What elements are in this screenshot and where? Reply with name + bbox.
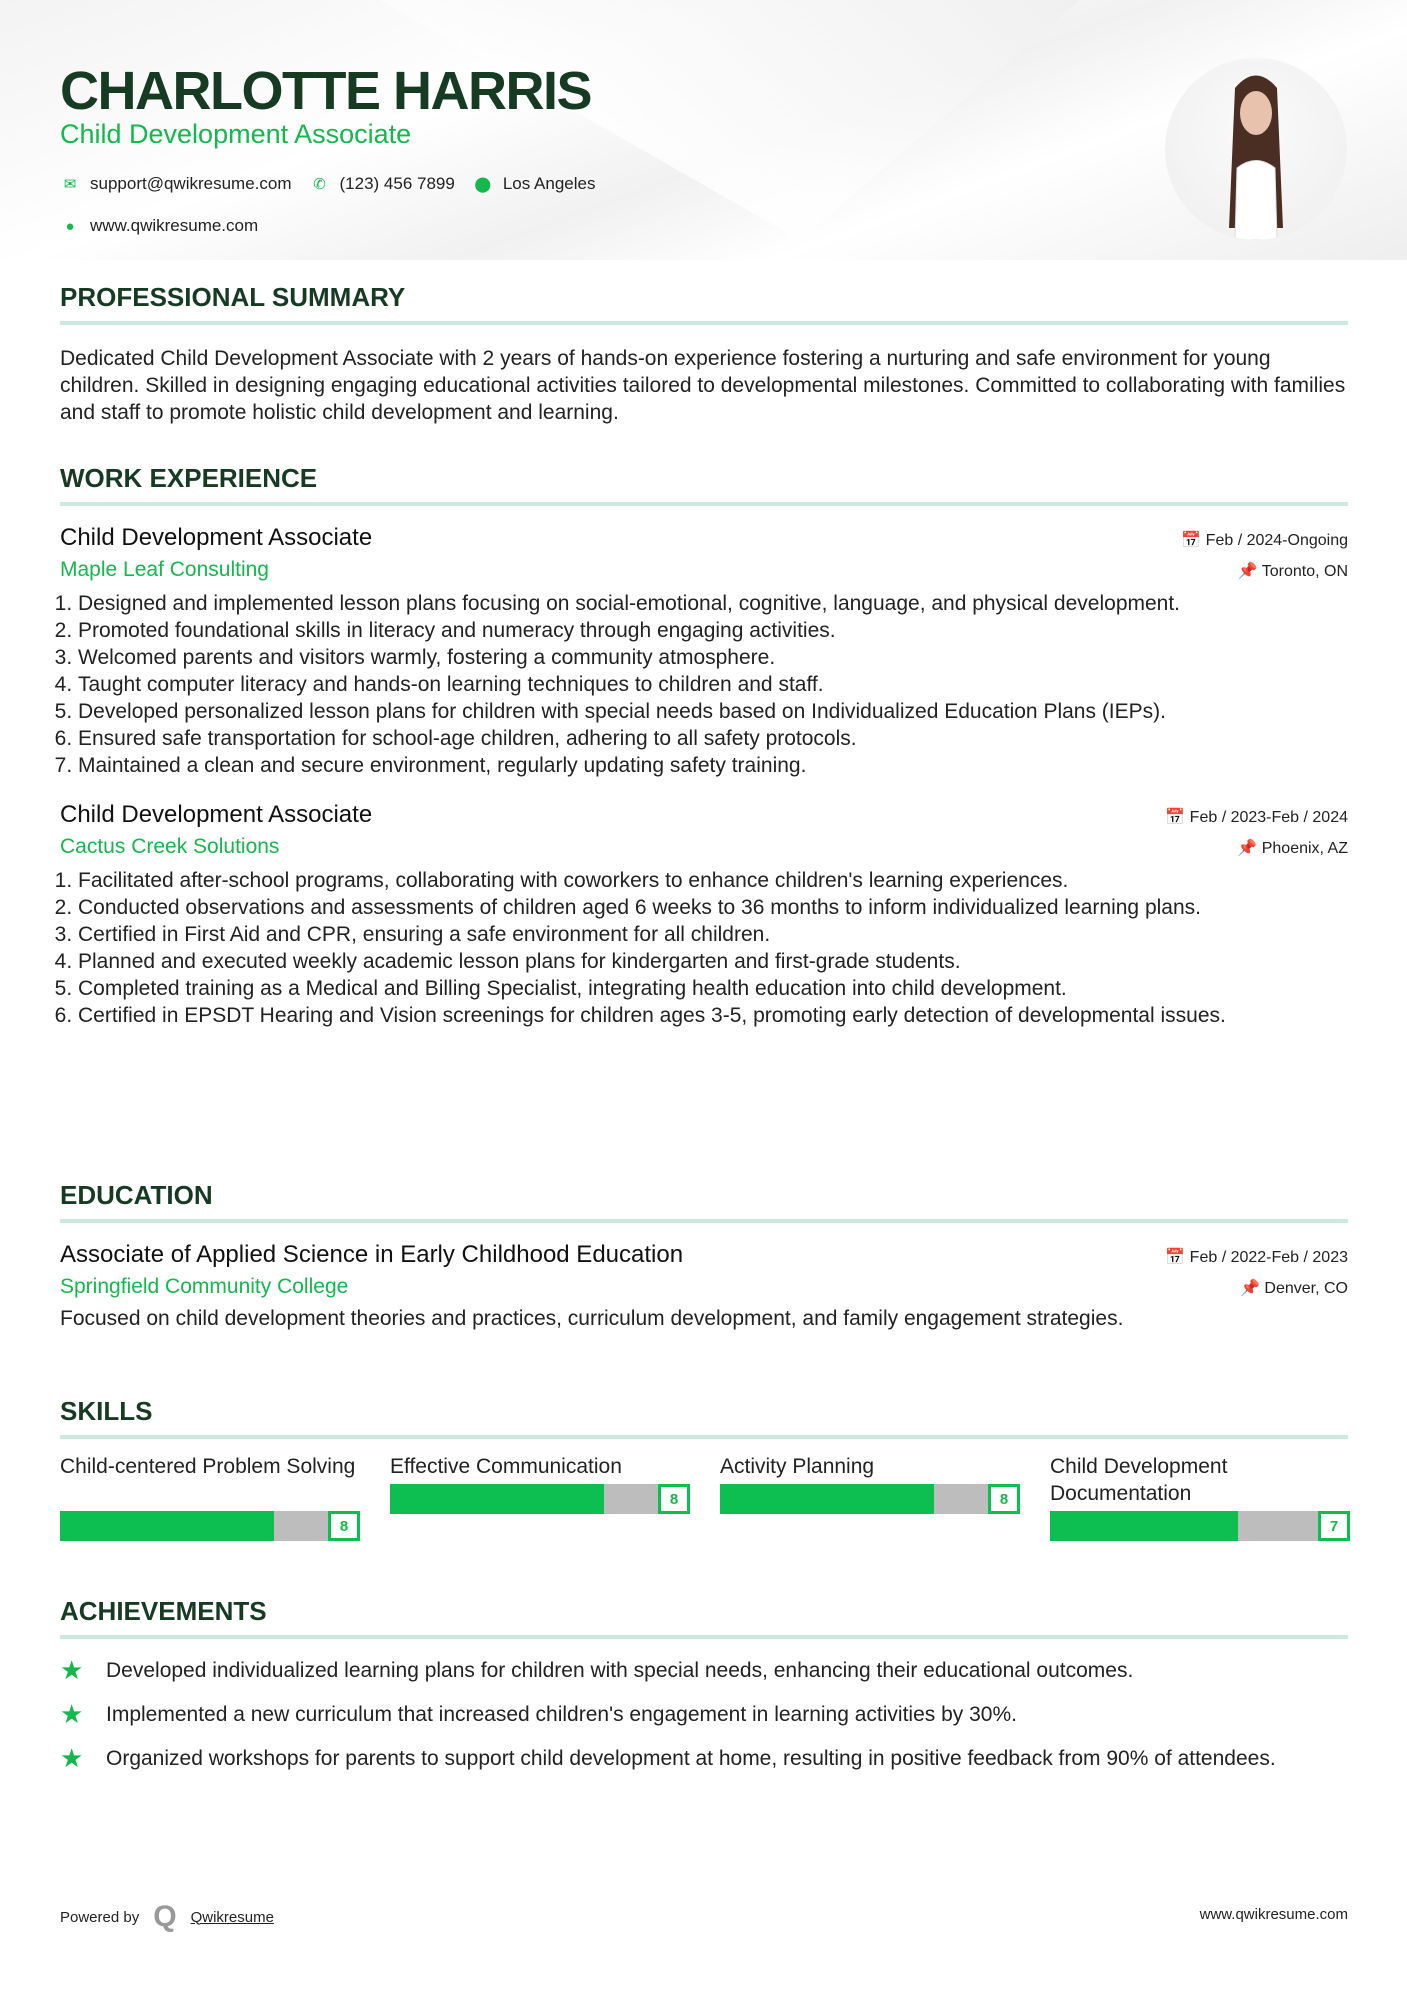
skill-level: 8: [658, 1484, 690, 1514]
skill-item: Child Development Documentation 7: [1050, 1453, 1350, 1541]
pin-icon: 📌: [1237, 840, 1262, 857]
job-location: Phoenix, AZ: [1261, 840, 1348, 857]
education-section: EDUCATION Associate of Applied Science i…: [60, 1180, 1348, 1332]
skill-bar: 8: [60, 1511, 360, 1541]
skill-name: Activity Planning: [720, 1455, 875, 1478]
brand-link[interactable]: Qwikresume: [190, 1908, 274, 1926]
education-location: Denver, CO: [1264, 1280, 1348, 1297]
job-bullet: Ensured safe transportation for school-a…: [78, 725, 1348, 752]
job-bullet: Certified in EPSDT Hearing and Vision sc…: [78, 1002, 1348, 1029]
job-bullet: Completed training as a Medical and Bill…: [78, 975, 1348, 1002]
qwikresume-logo-icon: Q: [153, 1900, 177, 1933]
job-bullet: Welcomed parents and visitors warmly, fo…: [78, 644, 1348, 671]
skill-level: 8: [988, 1484, 1020, 1514]
achievement-item: ★ Organized workshops for parents to supp…: [60, 1745, 1348, 1772]
calendar-icon: 📅: [1181, 532, 1206, 549]
phone: (123) 456 7899: [339, 174, 455, 193]
job-bullet: Maintained a clean and secure environmen…: [78, 752, 1348, 779]
star-icon: ★: [60, 1743, 84, 1773]
job-bullet: Designed and implemented lesson plans fo…: [78, 590, 1348, 617]
skill-name: Child Development Documentation: [1050, 1455, 1228, 1505]
skill-name: Effective Communication: [390, 1455, 622, 1478]
company: Maple Leaf Consulting: [60, 558, 269, 581]
job-title: Child Development Associate: [60, 524, 373, 551]
candidate-title: Child Development Associate: [60, 119, 412, 149]
job-bullet: Facilitated after-school programs, colla…: [78, 867, 1348, 894]
powered-by: Powered by: [60, 1908, 140, 1926]
job-bullet: Taught computer literacy and hands-on le…: [78, 671, 1348, 698]
job-dates: Feb / 2023-Feb / 2024: [1189, 809, 1348, 826]
education-description: Focused on child development theories an…: [60, 1307, 1124, 1330]
company: Cactus Creek Solutions: [60, 835, 280, 858]
job-entry: Child Development Associate 📅 Feb / 2024-…: [60, 524, 1348, 779]
section-heading: PROFESSIONAL SUMMARY: [60, 282, 1348, 325]
star-icon: ★: [60, 1699, 84, 1729]
experience-section: WORK EXPERIENCE Child Development Associ…: [60, 463, 1348, 1029]
achievement-text: Implemented a new curriculum that increa…: [106, 1703, 1017, 1726]
skill-item: Child-centered Problem Solving 8: [60, 1453, 360, 1541]
achievement-text: Organized workshops for parents to suppo…: [106, 1747, 1276, 1770]
phone-icon: ✆: [313, 176, 326, 193]
summary-text: Dedicated Child Development Associate wi…: [60, 347, 1346, 424]
achievement-text: Developed individualized learning plans …: [106, 1659, 1134, 1682]
job-bullet: Conducted observations and assessments o…: [78, 894, 1348, 921]
job-title: Child Development Associate: [60, 801, 373, 828]
email[interactable]: support@qwikresume.com: [90, 174, 292, 193]
email-icon: ✉: [63, 176, 77, 193]
skill-name: Child-centered Problem Solving: [60, 1455, 356, 1478]
skill-bar: 8: [390, 1484, 690, 1514]
candidate-name: CHARLOTTE HARRIS: [60, 61, 592, 121]
skill-level: 7: [1318, 1511, 1350, 1541]
achievement-item: ★ Developed individualized learning plans…: [60, 1657, 1348, 1684]
achievements-section: ACHIEVEMENTS ★ Developed individualized l…: [60, 1596, 1348, 1772]
website-row: ● www.qwikresume.com: [60, 216, 258, 236]
location-pin-icon: ⬤: [474, 176, 492, 193]
job-location: Toronto, ON: [1261, 563, 1348, 580]
footer-left: Powered by Q Qwikresume: [60, 1900, 274, 1934]
school: Springfield Community College: [60, 1275, 349, 1298]
skill-item: Effective Communication 8: [390, 1453, 690, 1541]
globe-icon: ●: [65, 217, 75, 235]
skill-bar-fill: [720, 1484, 935, 1514]
skills-section: SKILLS Child-centered Problem Solving 8 …: [60, 1396, 1350, 1541]
section-heading: EDUCATION: [60, 1180, 1348, 1223]
degree: Associate of Applied Science in Early Ch…: [60, 1241, 684, 1268]
contact-row: ✉ support@qwikresume.com ✆ (123) 456 7899 …: [60, 174, 596, 194]
section-heading: SKILLS: [60, 1396, 1348, 1439]
skill-level: 8: [328, 1511, 360, 1541]
skill-bar: 7: [1050, 1511, 1350, 1541]
summary-section: PROFESSIONAL SUMMARY Dedicated Child Dev…: [60, 282, 1348, 426]
skill-bar: 8: [720, 1484, 1020, 1514]
job-bullet: Developed personalized lesson plans for …: [78, 698, 1348, 725]
job-dates: Feb / 2024-Ongoing: [1205, 532, 1348, 549]
star-icon: ★: [60, 1655, 84, 1685]
location: Los Angeles: [502, 174, 596, 193]
job-entry: Child Development Associate 📅 Feb / 2023-…: [60, 801, 1348, 1029]
achievement-item: ★ Implemented a new curriculum that incre…: [60, 1701, 1348, 1728]
pin-icon: 📌: [1237, 563, 1262, 580]
profile-photo: [1165, 58, 1347, 240]
section-heading: ACHIEVEMENTS: [60, 1596, 1348, 1639]
calendar-icon: 📅: [1165, 1249, 1190, 1266]
website[interactable]: www.qwikresume.com: [90, 216, 259, 235]
skill-bar-fill: [1050, 1511, 1238, 1541]
education-dates: Feb / 2022-Feb / 2023: [1189, 1249, 1348, 1266]
calendar-icon: 📅: [1165, 809, 1190, 826]
pin-icon: 📌: [1240, 1280, 1265, 1297]
footer-website[interactable]: www.qwikresume.com: [1199, 1906, 1348, 1923]
skill-bar-fill: [60, 1511, 275, 1541]
skill-item: Activity Planning 8: [720, 1453, 1020, 1541]
job-bullet: Certified in First Aid and CPR, ensuring…: [78, 921, 1348, 948]
skill-bar-fill: [390, 1484, 605, 1514]
section-heading: WORK EXPERIENCE: [60, 463, 1348, 506]
job-bullet: Planned and executed weekly academic les…: [78, 948, 1348, 975]
job-bullet: Promoted foundational skills in literacy…: [78, 617, 1348, 644]
